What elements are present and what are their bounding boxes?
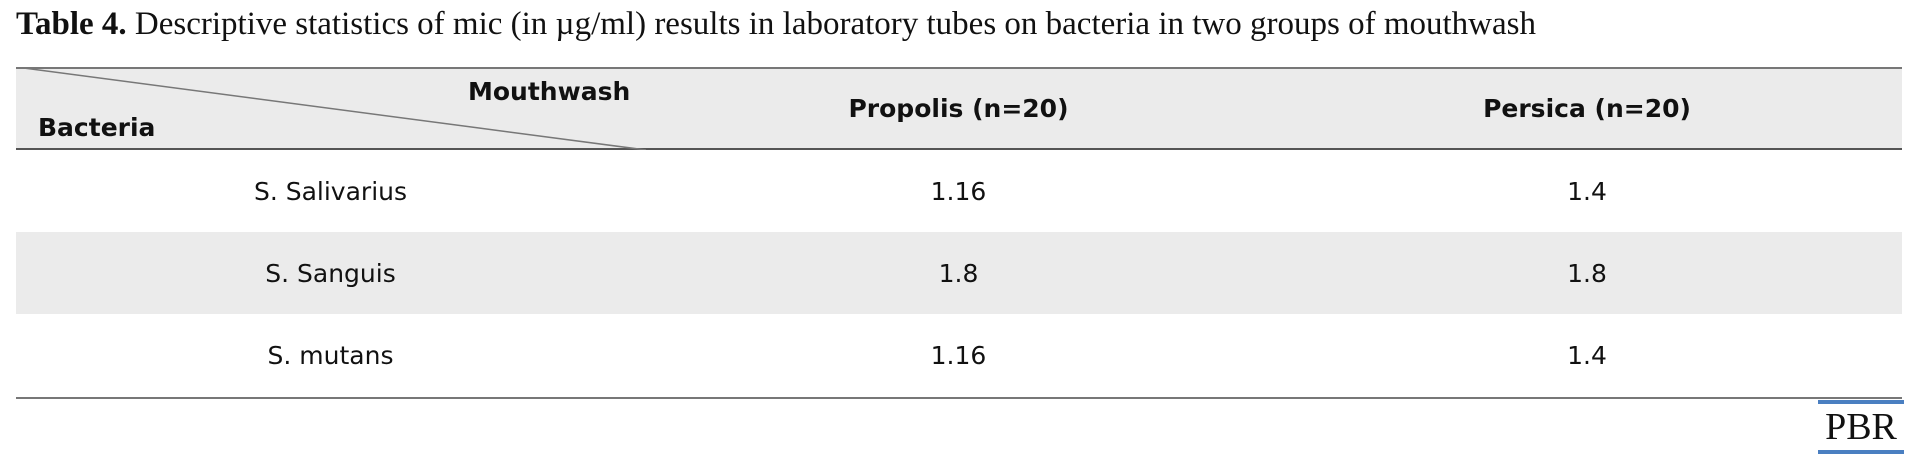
corner-bottom: Bacteria [38,113,156,142]
table-cell: 1.16 [930,176,987,206]
caption-text: Descriptive statistics of mic (in µg/ml)… [134,6,1536,42]
diagonal [16,67,647,150]
corner-top: Mouthwash [468,77,631,106]
table-cell: S. mutans [267,340,394,370]
table-header: Mouthwash Bacteria Propolis (n=20) Persi… [16,67,1902,150]
table-caption: Table 4. Descriptive statistics of mic (… [16,6,1536,43]
table-cell: 1.4 [1567,340,1607,370]
table-row: S. Sanguis 1.8 1.8 [16,232,1902,314]
column-header: Persica (n=20) [1483,94,1691,123]
caption-label: Table 4. [16,6,127,42]
logo: PBR [1818,400,1904,454]
table-cell: S. Sanguis [265,258,396,288]
column-header: Propolis (n=20) [848,94,1069,123]
table-cell: 1.16 [930,340,987,370]
table-cell: S. Salivarius [253,176,408,206]
bottom-rule [16,397,1902,399]
table-cell: 1.4 [1567,176,1607,206]
table-cell: 1.8 [938,258,979,288]
table-cell: 1.8 [1567,258,1607,288]
table-row: S. Salivarius 1.16 1.4 [16,150,1902,232]
table-row: S. mutans 1.16 1.4 [16,314,1902,396]
